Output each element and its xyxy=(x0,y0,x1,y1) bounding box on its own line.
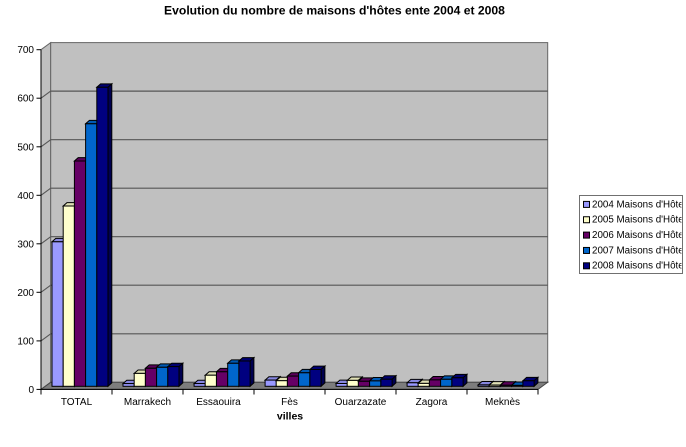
svg-text:500: 500 xyxy=(17,142,34,153)
svg-text:600: 600 xyxy=(17,94,34,105)
svg-text:Ouarzazate: Ouarzazate xyxy=(335,397,387,408)
svg-text:Marrakech: Marrakech xyxy=(124,397,171,408)
svg-text:2004 Maisons d'Hôtes: 2004 Maisons d'Hôtes xyxy=(592,199,686,210)
svg-text:Zagora: Zagora xyxy=(416,397,448,408)
svg-text:Essaouira: Essaouira xyxy=(196,397,241,408)
svg-text:villes: villes xyxy=(277,410,303,422)
svg-text:700: 700 xyxy=(17,45,34,56)
svg-text:Fès: Fès xyxy=(281,397,298,408)
svg-text:Meknès: Meknès xyxy=(485,397,520,408)
svg-text:2007 Maisons d'Hôtes: 2007 Maisons d'Hôtes xyxy=(592,245,686,256)
svg-text:2005 Maisons d'Hôtes: 2005 Maisons d'Hôtes xyxy=(592,215,686,226)
svg-text:100: 100 xyxy=(17,336,34,347)
svg-text:0: 0 xyxy=(28,385,34,396)
svg-text:2008 Maisons d'Hôtes: 2008 Maisons d'Hôtes xyxy=(592,261,686,272)
svg-text:TOTAL: TOTAL xyxy=(61,397,93,408)
svg-text:2006 Maisons d'Hôtes: 2006 Maisons d'Hôtes xyxy=(592,230,686,241)
svg-text:400: 400 xyxy=(17,191,34,202)
svg-text:Evolution du nombre de maisons: Evolution du nombre de maisons d'hôtes e… xyxy=(164,4,505,18)
svg-text:200: 200 xyxy=(17,288,34,299)
svg-text:300: 300 xyxy=(17,239,34,250)
